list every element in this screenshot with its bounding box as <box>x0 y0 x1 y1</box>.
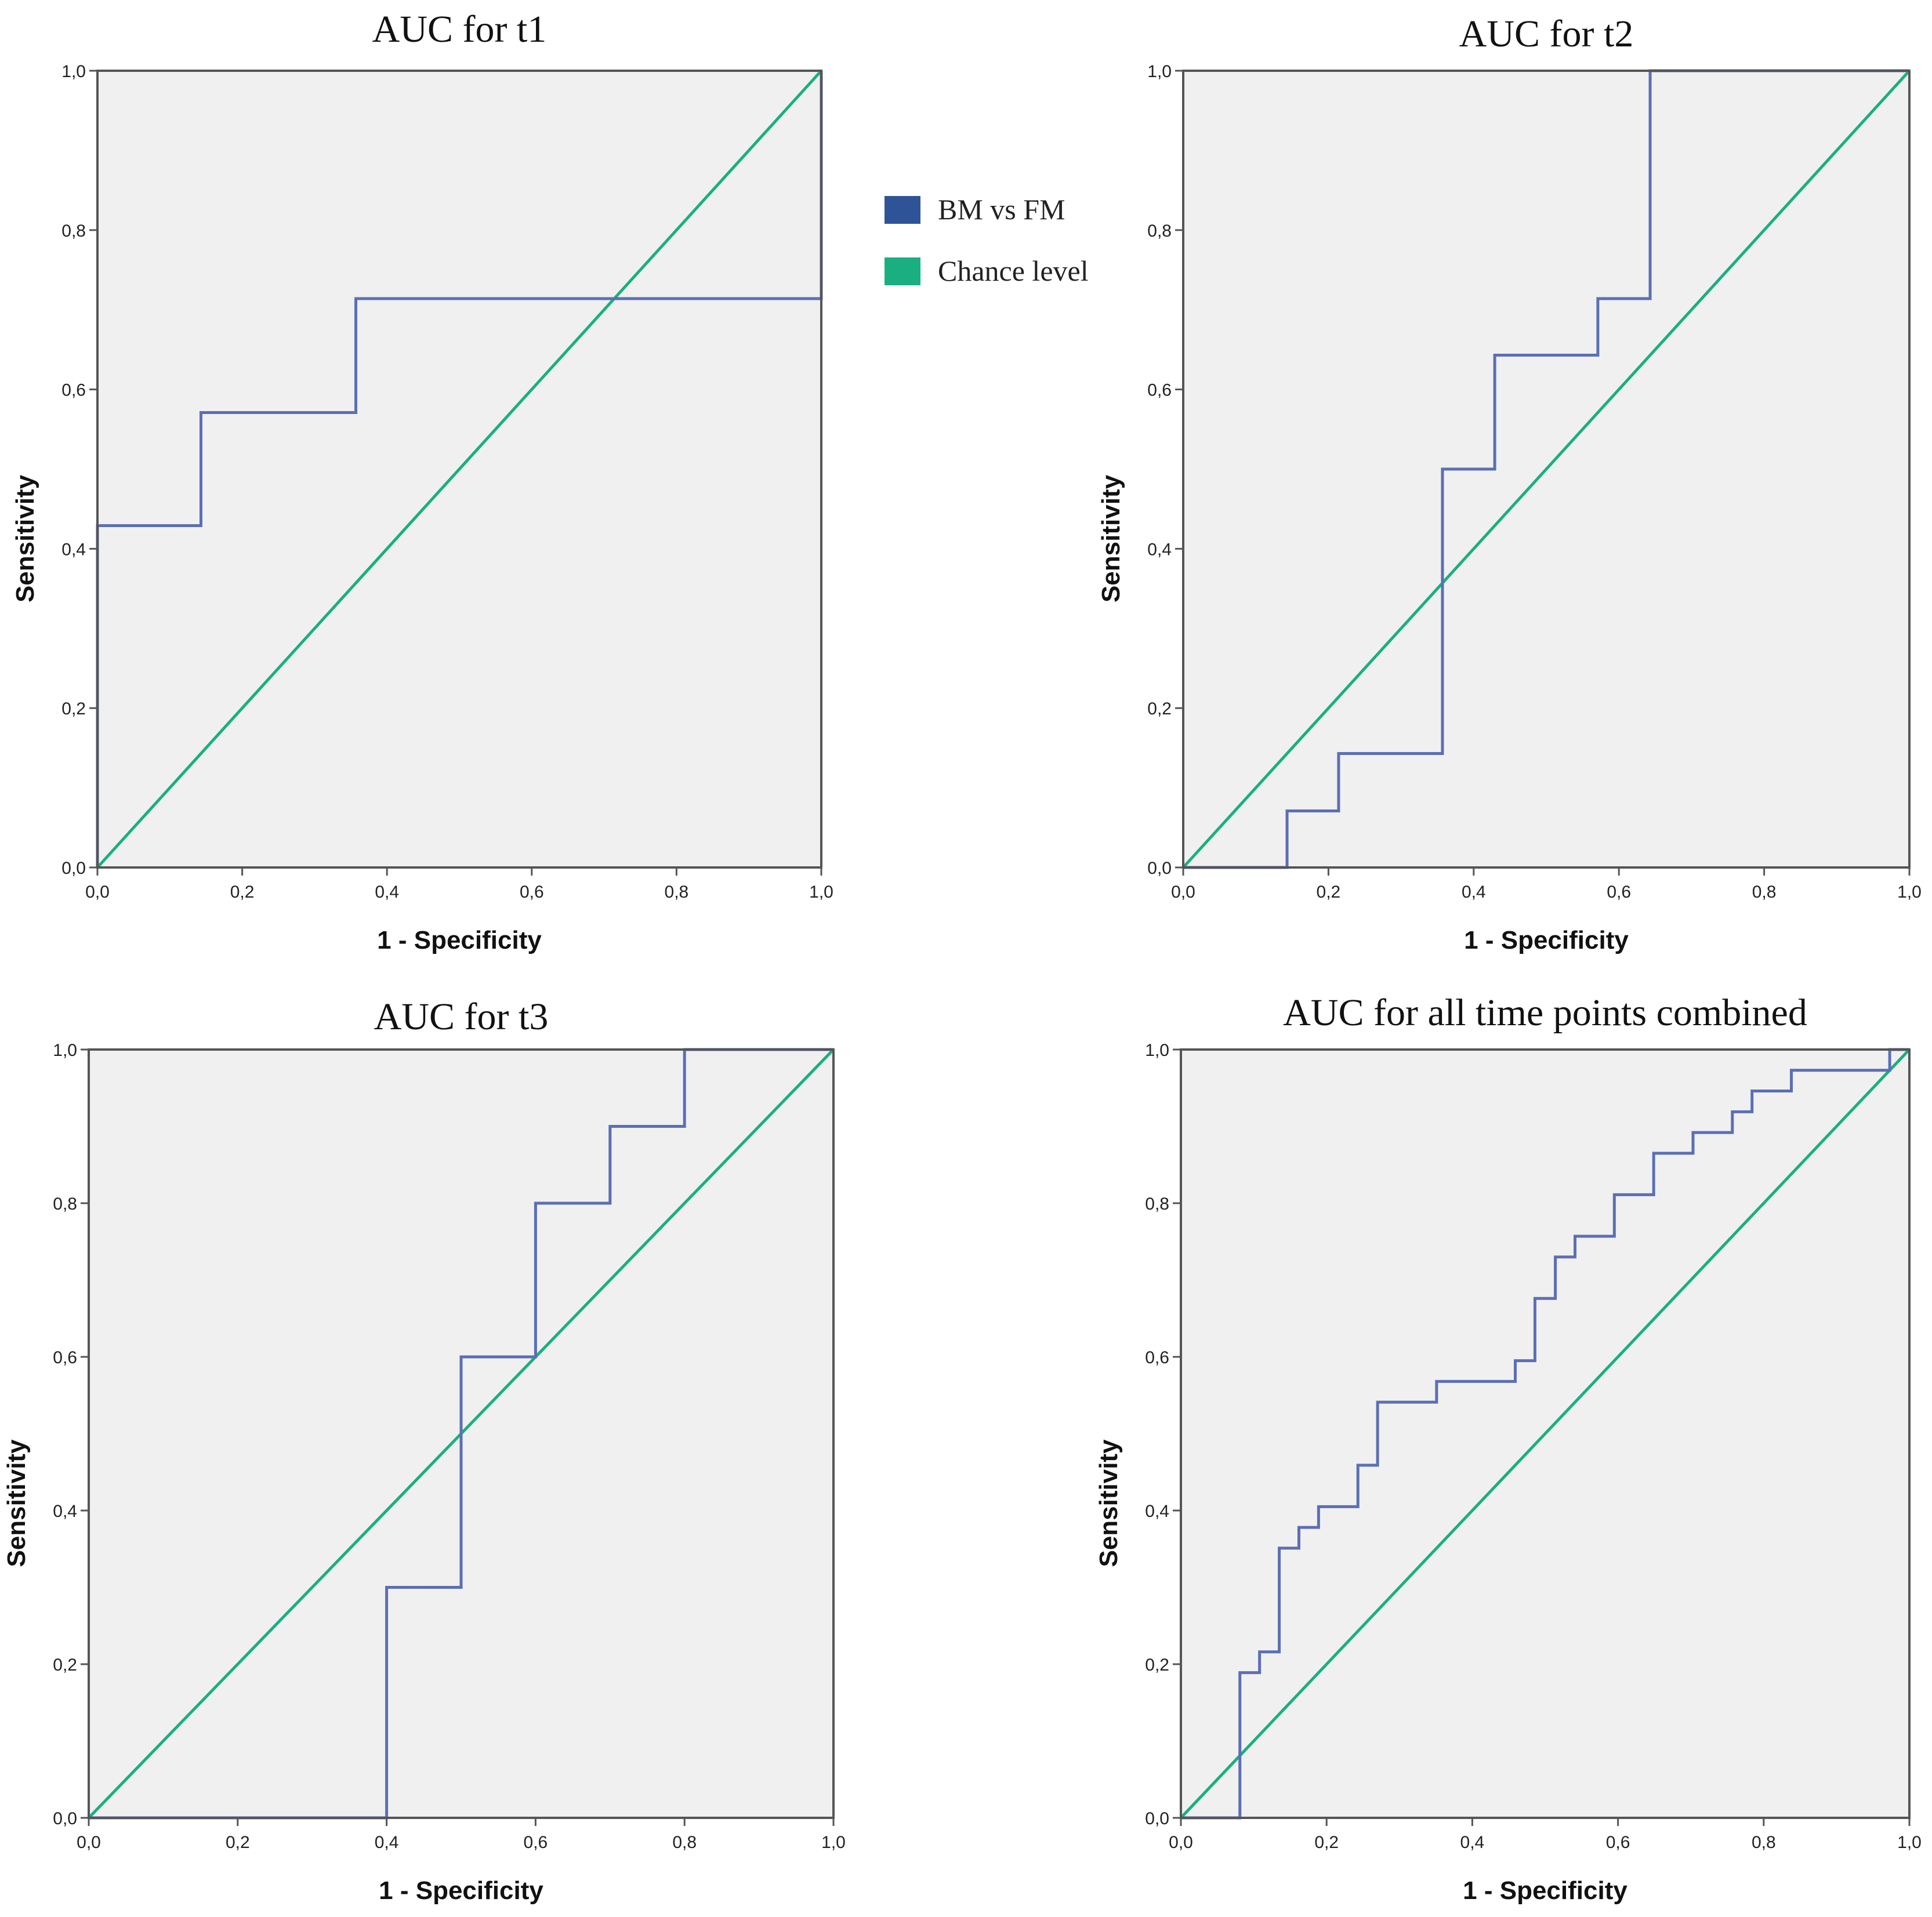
y-tick-label: 0,6 <box>53 1348 77 1367</box>
x-tick-label: 0,8 <box>1752 1833 1776 1852</box>
x-axis-label: 1 - Specificity <box>1464 926 1629 954</box>
roc-curve-bm-vs-fm <box>96 71 823 867</box>
y-tick-label: 0,4 <box>1147 540 1172 559</box>
x-axis-label: 1 - Specificity <box>1463 1876 1627 1905</box>
x-axis-label: 1 - Specificity <box>377 926 542 954</box>
y-axis-label: Sensitivity <box>1097 474 1125 602</box>
legend-swatch <box>885 257 920 285</box>
y-tick-label: 1,0 <box>61 62 86 81</box>
y-tick-label: 0,6 <box>61 381 86 400</box>
chart-panel-1: AUC for t1 0,0 0,2 0,4 0,6 0,8 1,0 0,0 0,2 0,4 0,6… <box>11 8 833 954</box>
y-axis-label: Sensitivity <box>2 1439 31 1567</box>
y-tick-label: 0,0 <box>61 859 86 878</box>
y-tick-label: 0,6 <box>1145 1348 1169 1367</box>
y-tick-label: 0,6 <box>1147 381 1172 400</box>
x-tick-label: 1,0 <box>1897 1833 1922 1852</box>
roc-curve-bm-vs-fm <box>1181 1048 1909 1820</box>
chart-panel-2: AUC for t2 0,0 0,2 0,4 0,6 0,8 1,0 0,0 0,2 0,4 0,6… <box>1097 13 1922 954</box>
legend-swatch <box>885 196 920 224</box>
x-tick-label: 0,0 <box>1169 1833 1193 1852</box>
chart-title: AUC for all time points combined <box>1283 992 1807 1034</box>
y-tick-label: 0,8 <box>1147 222 1172 241</box>
y-tick-label: 0,2 <box>1147 699 1172 718</box>
x-tick-label: 0,4 <box>1462 883 1486 902</box>
y-axis-label: Sensitivity <box>1094 1439 1123 1567</box>
roc-curve-bm-vs-fm <box>89 1048 833 1820</box>
legend-label: BM vs FM <box>938 193 1065 226</box>
y-tick-label: 1,0 <box>1145 1041 1169 1060</box>
y-tick-label: 0,8 <box>1145 1195 1169 1214</box>
y-tick-label: 1,0 <box>1147 62 1172 81</box>
plot-frame <box>96 70 822 869</box>
chance-level-line <box>1180 1048 1911 1819</box>
legend-label: Chance level <box>938 255 1089 287</box>
x-tick-label: 0,4 <box>375 883 399 902</box>
y-tick-label: 0,2 <box>61 699 86 718</box>
x-tick-label: 0,0 <box>77 1833 101 1852</box>
y-tick-label: 0,0 <box>1147 859 1172 878</box>
plot-frame <box>1180 1048 1911 1819</box>
x-tick-label: 0,6 <box>520 883 544 902</box>
y-tick-label: 0,2 <box>1145 1655 1169 1675</box>
y-tick-label: 1,0 <box>53 1041 77 1060</box>
y-tick-label: 0,8 <box>61 222 86 241</box>
y-tick-label: 0,0 <box>53 1809 77 1828</box>
y-tick-label: 0,4 <box>61 540 86 559</box>
x-tick-label: 0,6 <box>524 1833 548 1852</box>
chance-level-line <box>96 70 822 869</box>
x-tick-label: 0,2 <box>1317 883 1341 902</box>
chart-title: AUC for t2 <box>1459 13 1634 55</box>
x-tick-label: 0,2 <box>230 883 255 902</box>
chance-level-line <box>1182 70 1911 869</box>
x-tick-label: 0,6 <box>1606 1833 1630 1852</box>
y-tick-label: 0,2 <box>53 1655 77 1675</box>
x-tick-label: 0,0 <box>85 883 110 902</box>
x-tick-label: 0,2 <box>1314 1833 1339 1852</box>
x-tick-label: 0,4 <box>1460 1833 1485 1852</box>
x-tick-label: 0,2 <box>226 1833 250 1852</box>
chart-panel-3: AUC for t3 0,0 0,2 0,4 0,6 0,8 1,0 0,0 0,2 0,4 0,6… <box>2 996 846 1905</box>
y-tick-label: 0,4 <box>1145 1502 1169 1521</box>
y-tick-label: 0,0 <box>1145 1809 1169 1828</box>
x-tick-label: 1,0 <box>1897 883 1922 902</box>
y-axis-label: Sensitivity <box>11 474 39 602</box>
x-axis-label: 1 - Specificity <box>379 1876 543 1905</box>
plot-frame <box>1182 70 1911 869</box>
y-tick-label: 0,8 <box>53 1195 77 1214</box>
x-tick-label: 0,6 <box>1607 883 1631 902</box>
chart-title: AUC for t1 <box>372 8 547 50</box>
x-tick-label: 0,8 <box>1752 883 1777 902</box>
x-tick-label: 0,8 <box>672 1833 697 1852</box>
roc-curve-bm-vs-fm <box>1183 69 1909 869</box>
plot-frame <box>88 1048 835 1819</box>
x-tick-label: 0,8 <box>665 883 689 902</box>
x-tick-label: 0,0 <box>1171 883 1195 902</box>
x-tick-label: 1,0 <box>821 1833 846 1852</box>
x-tick-label: 1,0 <box>809 883 833 902</box>
y-tick-label: 0,4 <box>53 1502 77 1521</box>
chart-title: AUC for t3 <box>374 996 549 1038</box>
x-tick-label: 0,4 <box>375 1833 399 1852</box>
legend: BM vs FM Chance level <box>885 193 1089 287</box>
chart-panel-4: AUC for all time points combined 0,0 0,2 0,… <box>1094 992 1922 1905</box>
